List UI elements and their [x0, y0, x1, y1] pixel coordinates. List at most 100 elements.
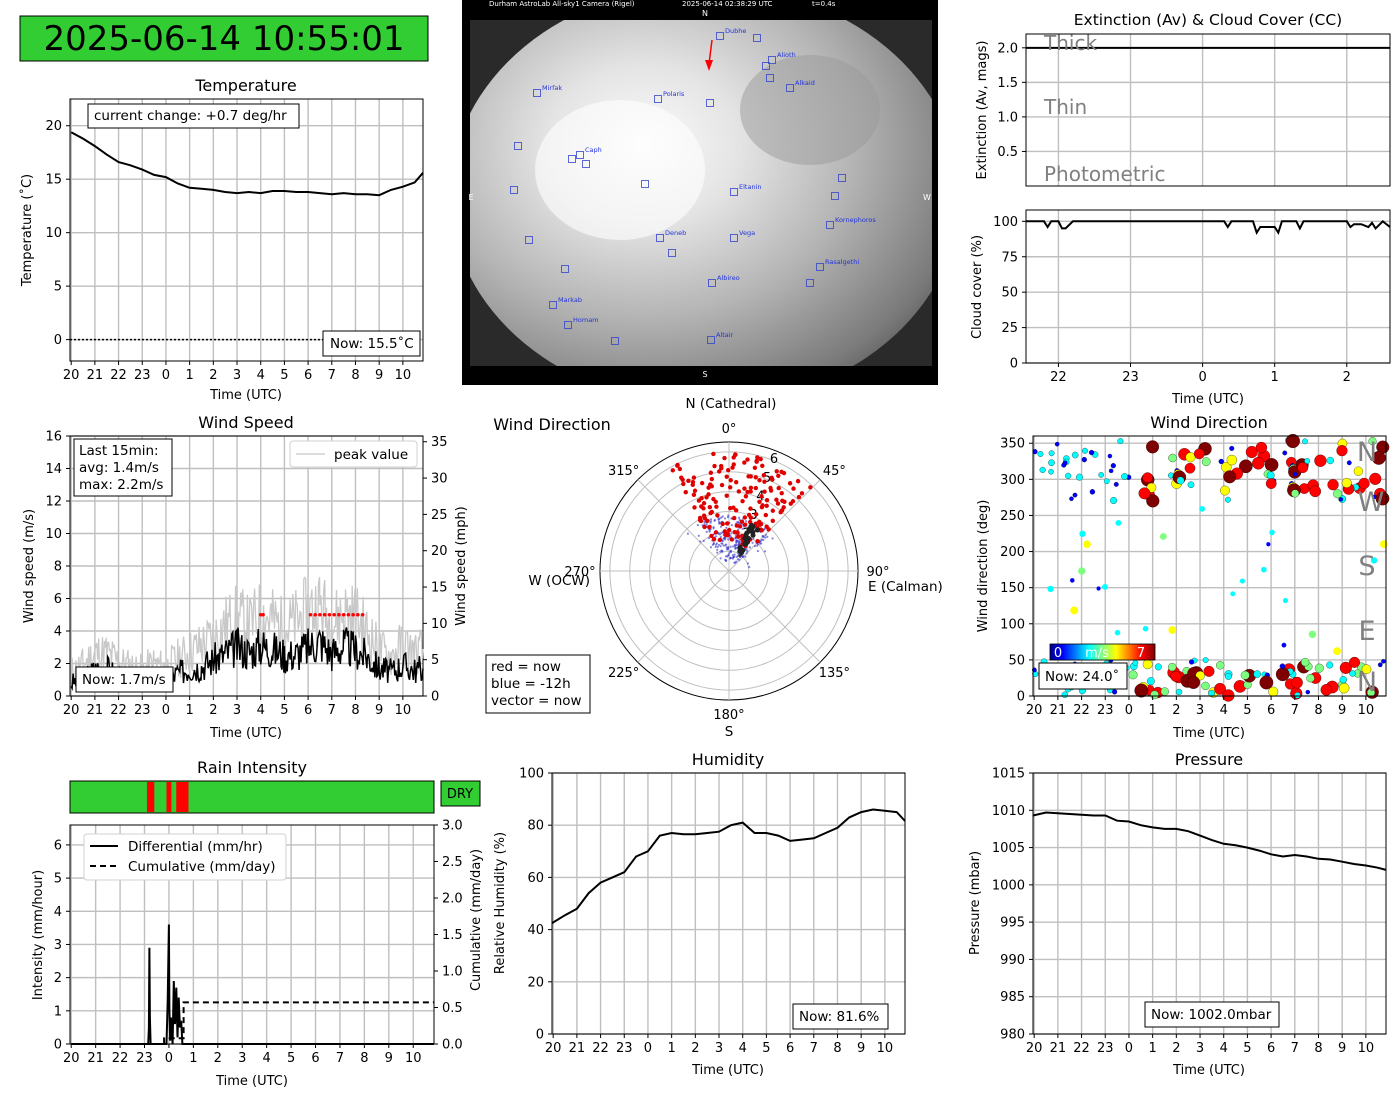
wind-direction-xtick-label: 5: [1243, 703, 1251, 718]
wind-direction-point: [1214, 682, 1226, 695]
polar-point-12h: [732, 555, 735, 559]
wind-direction-point: [1282, 450, 1288, 456]
polar-point-now: [727, 485, 733, 490]
wind-direction-point: [1168, 662, 1177, 672]
polar-point-12h: [762, 538, 765, 541]
temperature-xtick-label: 9: [375, 368, 383, 383]
polar-point-now: [728, 505, 733, 511]
cloud-series: [1026, 219, 1391, 236]
rain-y2tick-label: 2.0: [442, 892, 463, 907]
polar-point-now: [780, 498, 785, 504]
cloud-xtick-label: 0: [1198, 370, 1206, 385]
camera-header-right: t=0.4s: [812, 0, 836, 8]
star-marker: [656, 234, 664, 242]
polar-point-12h: [735, 540, 738, 543]
polar-point-now: [708, 510, 713, 516]
polar-point-now: [753, 512, 759, 517]
wind-direction-point: [1168, 626, 1177, 634]
wind-speed-stats-box: [73, 438, 173, 497]
colorbar-min: 0: [1054, 646, 1062, 661]
rain-xtick-label: 2: [214, 1051, 222, 1066]
cloud-xtick-label: 2: [1343, 370, 1351, 385]
temperature-xtick-label: 0: [162, 368, 170, 383]
rain-legend-cum-text: Cumulative (mm/day): [128, 859, 276, 875]
polar-point-12h: [717, 518, 720, 521]
wind-direction-point: [1121, 473, 1128, 480]
star-marker: [838, 174, 846, 182]
wind-speed-xtick-label: 1: [186, 703, 194, 718]
pressure-xtick-label: 5: [1243, 1041, 1251, 1056]
polar-point-now: [790, 499, 796, 504]
wind-direction-point: [1117, 438, 1124, 445]
polar-point-now: [732, 515, 737, 521]
star-label: Homam: [573, 316, 599, 324]
wind-direction-point: [1048, 469, 1054, 475]
polar-point-now: [706, 485, 711, 490]
wind-speed-xtick-label: 20: [63, 703, 80, 718]
polar-point-now: [713, 530, 719, 535]
extinction-label-thick: Thick: [1043, 31, 1097, 55]
wind-direction-xtick-label: 23: [1097, 703, 1114, 718]
polar-point-12h: [733, 561, 736, 564]
rain-strip-wet-segment: [146, 782, 155, 812]
polar-point-now: [742, 460, 747, 465]
polar-point-now: [808, 485, 813, 490]
temperature-xtick-label: 20: [63, 368, 80, 383]
polar-point-12h: [686, 532, 690, 535]
pressure-xtick-label: 7: [1291, 1041, 1299, 1056]
wind-direction-point: [1112, 689, 1118, 695]
wind-direction-point: [1338, 682, 1350, 694]
wind-direction-point: [1202, 657, 1209, 663]
polar-point-12h: [712, 527, 715, 530]
camera-dir-e: E: [468, 193, 473, 202]
polar-point-now: [757, 499, 762, 505]
wind-direction-point: [1089, 489, 1096, 495]
polar-point-now: [776, 473, 781, 479]
cloud-ytick-label: 0: [1010, 357, 1018, 372]
rain-ytick-label: 2: [54, 971, 62, 986]
polar-point-12h: [748, 565, 751, 569]
polar-point-now: [748, 485, 754, 491]
wind-direction-now-text: Now: 24.0˚: [1045, 668, 1119, 685]
wind-direction-point: [1266, 471, 1275, 480]
temperature-xtick-label: 3: [233, 368, 241, 383]
humidity-xtick-label: 8: [833, 1041, 841, 1056]
humidity-ytick-label: 100: [519, 767, 544, 782]
polar-point-now: [781, 470, 787, 476]
wind-direction-point: [1339, 676, 1347, 684]
temperature-panel: Temperature 20 21 22 23 0 1 2 3 4 5 6 7 8 9 1005101520…: [19, 76, 424, 403]
wind-direction-point: [1070, 578, 1075, 583]
wind-speed-xtick-label: 6: [304, 703, 312, 718]
wind-direction-point: [1281, 642, 1287, 648]
wind-polar-e-label: E (Calman): [868, 579, 943, 595]
polar-point-now: [755, 539, 760, 544]
polar-point-now: [764, 503, 769, 508]
wind-direction-point: [1065, 472, 1072, 479]
polar-point-12h: [728, 552, 731, 555]
polar-point-now: [736, 489, 742, 494]
wind-direction-point: [1098, 472, 1104, 478]
wind-direction-point: [1115, 519, 1122, 526]
humidity-ytick-label: 60: [527, 871, 544, 886]
polar-point-now: [795, 478, 801, 484]
polar-point-now: [745, 489, 750, 495]
cloud-axes: [1025, 209, 1391, 364]
extinction-ytick-label: 2.0: [997, 41, 1018, 56]
wind-direction-point: [1103, 478, 1110, 485]
pressure-series: [1032, 811, 1387, 871]
humidity-xtick-label: 3: [715, 1041, 723, 1056]
wind-direction-point: [1368, 437, 1377, 446]
polar-point-now: [681, 481, 686, 487]
pressure-axes: [1032, 772, 1387, 1035]
wind-direction-xtick-label: 21: [1050, 703, 1067, 718]
wind-speed-gust-marker: [261, 612, 265, 617]
wind-speed-ylabel: Wind speed (m/s): [22, 509, 37, 623]
wind-speed-ytick-label: 14: [45, 462, 62, 477]
star-marker: [582, 160, 590, 168]
wind-direction-point: [1096, 586, 1101, 591]
wind-polar-panel: Wind Direction N (Cathedral) E (Calman) …: [485, 396, 943, 740]
polar-point-12h: [733, 553, 736, 556]
wind-direction-point: [1047, 585, 1054, 593]
pressure-xtick-label: 10: [1358, 1041, 1375, 1056]
cloud-xtick-label: 1: [1271, 370, 1279, 385]
